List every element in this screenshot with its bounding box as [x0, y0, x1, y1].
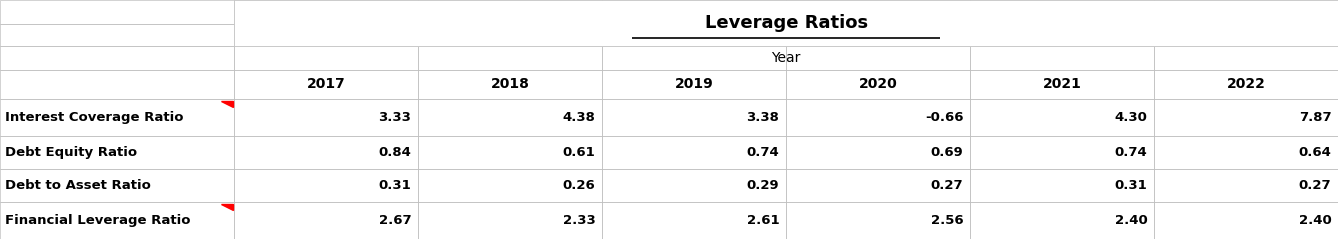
- Bar: [787, 169, 970, 201]
- Text: 0.74: 0.74: [747, 146, 779, 159]
- Bar: [970, 201, 1153, 239]
- Bar: [417, 99, 602, 136]
- Text: 0.69: 0.69: [931, 146, 963, 159]
- Text: 0.31: 0.31: [1115, 179, 1147, 192]
- Bar: [0, 136, 234, 169]
- Bar: [787, 70, 970, 99]
- Text: 0.61: 0.61: [563, 146, 595, 159]
- Bar: [234, 46, 417, 70]
- Bar: [602, 201, 785, 239]
- Text: Interest Coverage Ratio: Interest Coverage Ratio: [5, 111, 183, 124]
- Bar: [602, 169, 785, 201]
- Text: 0.26: 0.26: [563, 179, 595, 192]
- Bar: [234, 0, 1338, 46]
- Bar: [970, 46, 1153, 70]
- Bar: [0, 70, 234, 99]
- Text: 2.40: 2.40: [1115, 214, 1147, 227]
- Bar: [417, 169, 602, 201]
- Bar: [0, 169, 234, 201]
- Bar: [970, 136, 1153, 169]
- Text: 7.87: 7.87: [1299, 111, 1331, 124]
- Bar: [234, 201, 417, 239]
- Bar: [970, 70, 1153, 99]
- Text: 2.40: 2.40: [1299, 214, 1331, 227]
- Text: -0.66: -0.66: [925, 111, 963, 124]
- Bar: [417, 46, 602, 70]
- Bar: [787, 136, 970, 169]
- Text: Year: Year: [772, 51, 800, 65]
- Bar: [787, 24, 970, 46]
- Text: 3.38: 3.38: [747, 111, 779, 124]
- Text: 2021: 2021: [1042, 77, 1081, 92]
- Bar: [787, 0, 970, 24]
- Text: Leverage Ratios: Leverage Ratios: [705, 14, 867, 32]
- Text: 2020: 2020: [859, 77, 898, 92]
- Text: 2.33: 2.33: [563, 214, 595, 227]
- Bar: [0, 46, 234, 70]
- Bar: [602, 136, 785, 169]
- Text: 0.31: 0.31: [379, 179, 412, 192]
- Text: 3.33: 3.33: [379, 111, 412, 124]
- Bar: [0, 24, 234, 46]
- Bar: [970, 169, 1153, 201]
- Text: 2017: 2017: [306, 77, 345, 92]
- Text: Debt Equity Ratio: Debt Equity Ratio: [5, 146, 138, 159]
- Text: 0.29: 0.29: [747, 179, 779, 192]
- Text: 0.74: 0.74: [1115, 146, 1147, 159]
- Text: 0.27: 0.27: [1299, 179, 1331, 192]
- Text: 0.64: 0.64: [1298, 146, 1331, 159]
- Bar: [602, 24, 785, 46]
- Bar: [234, 99, 417, 136]
- Bar: [1153, 169, 1338, 201]
- Text: 0.84: 0.84: [379, 146, 412, 159]
- Text: 4.38: 4.38: [562, 111, 595, 124]
- Bar: [970, 0, 1153, 24]
- Bar: [234, 70, 417, 99]
- Bar: [1153, 0, 1338, 24]
- Text: 2018: 2018: [491, 77, 530, 92]
- Bar: [602, 46, 785, 70]
- Bar: [1153, 99, 1338, 136]
- Bar: [417, 70, 602, 99]
- Bar: [234, 136, 417, 169]
- Bar: [1153, 70, 1338, 99]
- Bar: [787, 201, 970, 239]
- Text: 2022: 2022: [1227, 77, 1266, 92]
- Bar: [1153, 24, 1338, 46]
- Bar: [970, 99, 1153, 136]
- Bar: [234, 24, 417, 46]
- Bar: [602, 70, 785, 99]
- Bar: [234, 169, 417, 201]
- Text: 2.61: 2.61: [747, 214, 779, 227]
- Polygon shape: [221, 101, 233, 107]
- Text: 2.56: 2.56: [931, 214, 963, 227]
- Bar: [417, 0, 602, 24]
- Bar: [602, 0, 785, 24]
- Text: Financial Leverage Ratio: Financial Leverage Ratio: [5, 214, 191, 227]
- Bar: [602, 99, 785, 136]
- Bar: [417, 24, 602, 46]
- Bar: [0, 99, 234, 136]
- Text: 4.30: 4.30: [1115, 111, 1147, 124]
- Text: 2.67: 2.67: [379, 214, 412, 227]
- Polygon shape: [221, 204, 233, 210]
- Bar: [787, 99, 970, 136]
- Bar: [787, 46, 970, 70]
- Bar: [1153, 46, 1338, 70]
- Text: 2019: 2019: [674, 77, 713, 92]
- Bar: [417, 136, 602, 169]
- Bar: [0, 0, 234, 24]
- Bar: [1153, 136, 1338, 169]
- Bar: [417, 201, 602, 239]
- Text: Debt to Asset Ratio: Debt to Asset Ratio: [5, 179, 151, 192]
- Bar: [970, 24, 1153, 46]
- Bar: [1153, 201, 1338, 239]
- Text: 0.27: 0.27: [931, 179, 963, 192]
- Bar: [0, 201, 234, 239]
- Bar: [234, 0, 417, 24]
